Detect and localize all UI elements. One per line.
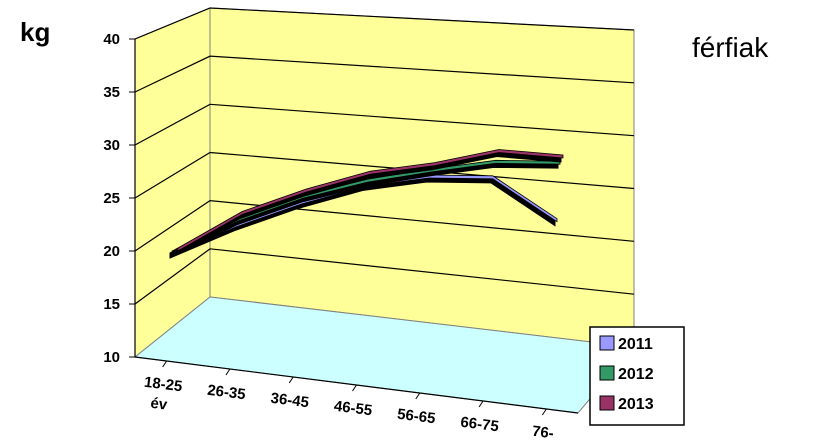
x-tick-label-group: 56-65 (396, 406, 436, 428)
gridline (134, 103, 635, 146)
x-tick-sublabel: év (149, 395, 168, 414)
x-tick-label: 26-35 (206, 382, 246, 404)
x-tick-mark (162, 360, 168, 368)
chart-title: férfiak (692, 32, 769, 63)
gridline (134, 55, 635, 93)
x-tick-label-group: 46-55 (333, 398, 373, 420)
x-tick-label: 36-45 (270, 390, 310, 412)
gridline (134, 200, 635, 252)
x-tick-label-group: 26-35 (206, 382, 246, 404)
x-tick-mark (541, 408, 547, 416)
x-tick-label: 56-65 (396, 406, 436, 428)
gridline (134, 7, 635, 40)
x-tick-label-group: 76- (531, 423, 555, 443)
y-tick-label: 15 (103, 296, 120, 313)
y-tick-label: 20 (103, 243, 120, 260)
x-tick-mark (225, 368, 231, 376)
y-tick-label: 30 (103, 137, 120, 154)
y-tick-label: 25 (103, 190, 120, 207)
x-tick-label: 18-25 (143, 374, 183, 396)
x-tick-label: 46-55 (333, 398, 373, 420)
legend-swatch-2013 (599, 395, 615, 411)
y-axis-ticks: 10 15 20 25 30 35 40 (103, 31, 120, 366)
x-tick-label: 76- (531, 423, 555, 443)
y-tick-label: 40 (103, 31, 120, 48)
x-tick-label-group: 36-45 (270, 390, 310, 412)
side-wall (134, 7, 211, 359)
legend: 2011 2012 2013 (589, 326, 685, 426)
x-tick-mark (415, 392, 421, 400)
x-tick-label-group: 66-75 (460, 414, 500, 436)
legend-label-2011: 2011 (618, 336, 653, 353)
x-tick-mark (478, 400, 484, 408)
x-tick-mark (288, 376, 294, 384)
y-axis-unit-label: kg (20, 17, 50, 47)
x-tick-mark (352, 384, 357, 392)
chart-walls (133, 7, 635, 414)
legend-swatch-2011 (599, 335, 615, 351)
legend-swatch-2012 (599, 365, 615, 381)
legend-label-2013: 2013 (618, 396, 654, 413)
y-tick-label: 10 (103, 349, 120, 366)
series-lines (169, 149, 564, 259)
series-line-2013 (177, 149, 564, 252)
gridline (134, 248, 635, 305)
gridlines (129, 7, 635, 414)
legend-label-2012: 2012 (618, 366, 654, 383)
y-tick-label: 35 (103, 84, 120, 101)
x-tick-label: 66-75 (460, 414, 500, 436)
